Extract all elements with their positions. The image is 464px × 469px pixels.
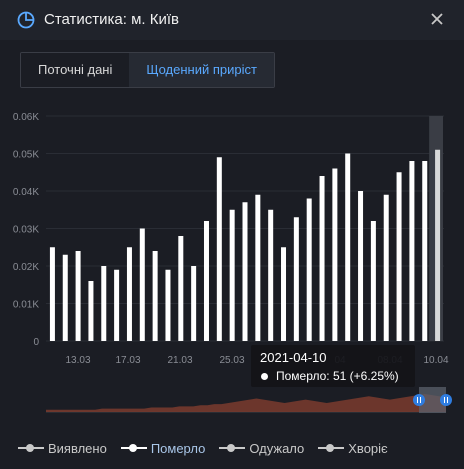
chart-tooltip: 2021-04-10 Померло: 51 (+6.25%) xyxy=(251,345,415,387)
range-overview xyxy=(46,387,452,413)
range-handle[interactable] xyxy=(413,394,425,406)
legend-item-sick[interactable]: Хворіє xyxy=(318,440,388,456)
bar xyxy=(216,157,222,341)
legend-item-deaths[interactable]: Померло xyxy=(120,440,206,456)
x-tick-label: 13.03 xyxy=(65,355,90,366)
bar xyxy=(75,251,81,341)
y-tick-label: 0.02K xyxy=(13,262,39,273)
tab-daily-growth[interactable]: Щоденний приріст xyxy=(129,53,274,87)
overview-area xyxy=(46,394,446,412)
legend-line-icon xyxy=(318,443,345,453)
bar-chart: 0 0.01K 0.02K 0.03K 0.04K 0.05K 0.06K 13.03 17.… xyxy=(13,112,452,413)
bar xyxy=(435,149,441,341)
window-title: Статистика: м. Київ xyxy=(44,11,180,28)
bar xyxy=(383,194,389,341)
tooltip-value: Померло: 51 (+6.25%) xyxy=(276,369,399,383)
legend-item-detected[interactable]: Виявлено xyxy=(18,441,107,456)
bar xyxy=(165,269,171,341)
bar xyxy=(229,209,235,341)
legend-line-icon xyxy=(120,443,147,453)
bar xyxy=(191,266,197,341)
y-tick-label: 0.03K xyxy=(13,225,39,236)
bar xyxy=(49,247,55,341)
tooltip-marker xyxy=(261,373,268,380)
range-handle[interactable] xyxy=(440,394,452,406)
bar xyxy=(306,198,312,341)
y-tick-label: 0.06K xyxy=(13,112,39,123)
bar xyxy=(178,236,184,341)
bar xyxy=(62,254,68,341)
bar xyxy=(281,247,287,341)
bar xyxy=(242,202,248,341)
y-axis-ticks: 0 0.01K 0.02K 0.03K 0.04K 0.05K 0.06K xyxy=(13,112,40,348)
legend-label: Одужало xyxy=(249,440,305,456)
legend-line-icon xyxy=(219,443,246,453)
bar xyxy=(422,161,428,341)
bar xyxy=(370,221,376,341)
bar xyxy=(293,217,299,341)
tooltip-date: 2021-04-10 xyxy=(260,350,327,365)
bar xyxy=(88,281,94,341)
x-tick-label: 21.03 xyxy=(167,355,192,366)
bar xyxy=(396,172,402,341)
x-tick-label: 25.03 xyxy=(219,355,244,366)
bar xyxy=(101,266,107,341)
title-bar: Статистика: м. Київ xyxy=(0,0,464,40)
bar xyxy=(203,221,209,341)
chart-legend: Виявлено Померло Одужало Хворіє xyxy=(18,440,402,456)
x-tick-label: 10.04 xyxy=(423,355,448,366)
bar xyxy=(139,228,145,341)
legend-label: Померло xyxy=(150,440,206,456)
y-tick-label: 0 xyxy=(33,337,39,348)
legend-item-recovered[interactable]: Одужало xyxy=(219,441,304,456)
close-icon[interactable] xyxy=(428,10,446,28)
bar xyxy=(114,269,120,341)
bar xyxy=(152,251,158,341)
y-tick-label: 0.04K xyxy=(13,187,39,198)
tab-current-data[interactable]: Поточні дані xyxy=(21,53,130,87)
bar xyxy=(255,194,261,341)
bar xyxy=(126,247,132,341)
bar xyxy=(409,161,415,341)
y-tick-label: 0.01K xyxy=(13,300,39,311)
pie-chart-icon xyxy=(17,11,35,29)
bar-series xyxy=(49,116,443,341)
legend-label: Хворіє xyxy=(348,440,388,456)
bar xyxy=(345,153,351,341)
legend-label: Виявлено xyxy=(48,440,107,456)
legend-line-icon xyxy=(18,443,44,453)
tab-group: Поточні дані Щоденний приріст xyxy=(20,52,275,88)
bar xyxy=(332,168,338,341)
bar xyxy=(319,176,325,341)
bar xyxy=(358,191,364,341)
x-tick-label: 17.03 xyxy=(115,355,140,366)
bar xyxy=(268,209,274,341)
y-tick-label: 0.05K xyxy=(13,150,39,161)
